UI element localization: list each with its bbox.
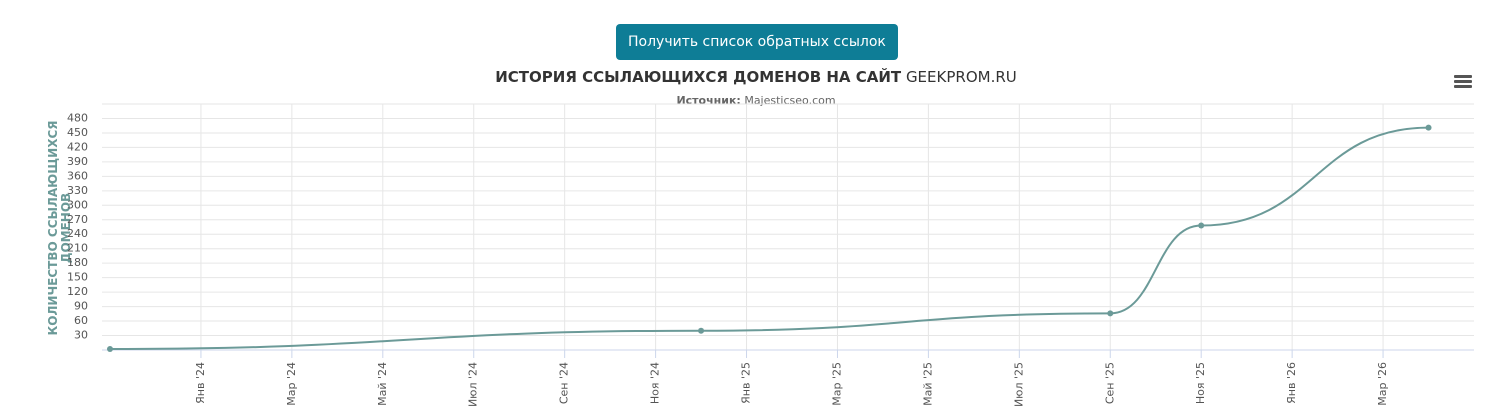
x-tick-label: Сен '24 [558, 362, 571, 404]
line [109, 126, 1429, 351]
y-tick-label: 150 [67, 271, 88, 284]
y-tick-label: 180 [67, 256, 88, 269]
menu-icon[interactable] [1454, 75, 1472, 88]
y-tick-label: 390 [67, 155, 88, 168]
x-tick-label: Май '24 [376, 362, 389, 406]
x-tick-label: Ноя '24 [649, 362, 662, 404]
get-backlinks-button[interactable]: Получить список обратных ссылок [616, 24, 898, 60]
subtitle-label: Источник: [676, 94, 740, 107]
x-tick-label: Май '25 [921, 362, 934, 406]
point [1425, 124, 1432, 131]
subtitle-text: Majesticseo.com [744, 94, 835, 107]
y-tick-label: 60 [74, 314, 88, 327]
y-tick-label: 330 [67, 184, 88, 197]
x-tick-label: Мар '25 [830, 362, 843, 406]
point [107, 346, 113, 353]
x-tick-label: Янв '25 [740, 362, 753, 404]
x-tick-label: Янв '26 [1285, 362, 1298, 404]
y-tick-label: 450 [67, 126, 88, 139]
chart-subtitle: Источник: Majesticseo.com [676, 94, 835, 107]
x-tick-label: Сен '25 [1103, 362, 1116, 404]
y-tick-label: 120 [67, 285, 88, 298]
x-tick-label: Июл '24 [467, 362, 480, 407]
y-tick-label: 90 [74, 300, 88, 313]
title-site: GEEKPROM.RU [906, 68, 1017, 86]
x-tick-label: Мар '24 [285, 362, 298, 406]
y-tick-label: 360 [67, 169, 88, 182]
x-tick-label: Июл '25 [1012, 362, 1025, 407]
x-tick-label: Мар '26 [1376, 362, 1389, 406]
point [698, 327, 705, 334]
point [1198, 222, 1205, 229]
y-tick-label: 210 [67, 242, 88, 255]
y-tick-label: 420 [67, 140, 88, 153]
title-text: ИСТОРИЯ ССЫЛАЮЩИХСЯ ДОМЕНОВ НА САЙТ [495, 67, 902, 86]
y-tick-label: 480 [67, 111, 88, 124]
y-tick-label: 300 [67, 198, 88, 211]
chart-title: ИСТОРИЯ ССЫЛАЮЩИХСЯ ДОМЕНОВ НА САЙТ GEEK… [495, 67, 1017, 86]
y-tick-label: 30 [74, 329, 88, 342]
x-tick-label: Янв '24 [194, 362, 207, 404]
y-tick-label: 270 [67, 213, 88, 226]
y-tick-label: 240 [67, 227, 88, 240]
point [1107, 310, 1114, 317]
x-tick-label: Ноя '25 [1194, 362, 1207, 404]
